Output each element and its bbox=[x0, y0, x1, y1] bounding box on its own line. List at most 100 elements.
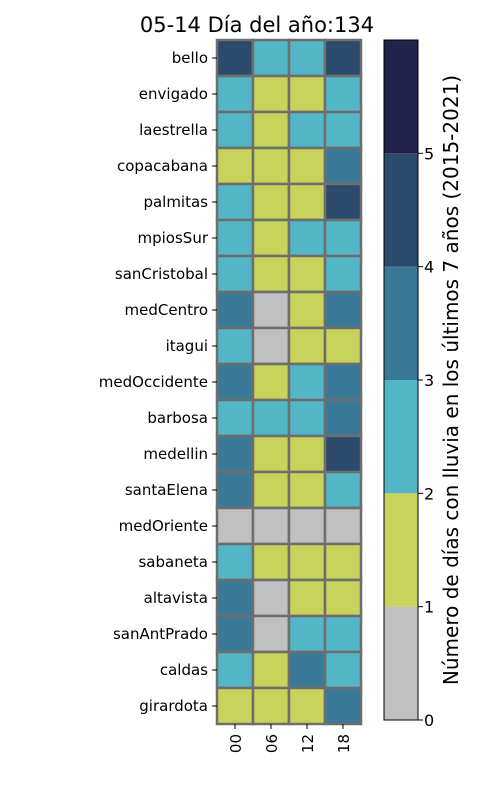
heatmap-cell bbox=[287, 254, 327, 294]
y-tick-label: medCentro bbox=[125, 301, 208, 319]
heatmap-cell bbox=[287, 506, 327, 546]
heatmap-cell bbox=[215, 110, 255, 150]
y-tick-label: medellin bbox=[143, 445, 208, 463]
heatmap-cell bbox=[323, 398, 363, 438]
heatmap-cell bbox=[287, 74, 327, 114]
heatmap-cell bbox=[215, 74, 255, 114]
heatmap-cells bbox=[215, 38, 363, 726]
heatmap-cell bbox=[287, 650, 327, 690]
heatmap-cell bbox=[323, 470, 363, 510]
heatmap-cell bbox=[251, 614, 291, 654]
heatmap-cell bbox=[251, 542, 291, 582]
heatmap-cell bbox=[287, 542, 327, 582]
y-tick-label: sabaneta bbox=[138, 553, 208, 571]
heatmap-cell bbox=[215, 614, 255, 654]
y-tick-label: laestrella bbox=[139, 121, 208, 139]
heatmap-cell bbox=[215, 578, 255, 618]
heatmap-cell bbox=[251, 182, 291, 222]
y-tick-label: barbosa bbox=[147, 409, 208, 427]
x-axis-ticks: 00 06 12 18 bbox=[227, 724, 353, 753]
y-tick-label: santaElena bbox=[125, 481, 208, 499]
heatmap-cell bbox=[215, 38, 255, 78]
heatmap-cell bbox=[287, 326, 327, 366]
heatmap-cell bbox=[323, 182, 363, 222]
x-tick-label: 18 bbox=[335, 734, 353, 753]
heatmap-cell bbox=[287, 578, 327, 618]
colorbar-segment bbox=[384, 606, 418, 720]
heatmap-cell bbox=[323, 254, 363, 294]
heatmap-cell bbox=[215, 254, 255, 294]
colorbar-tick-label: 0 bbox=[424, 711, 434, 730]
heatmap-cell bbox=[251, 578, 291, 618]
y-tick-label: itagui bbox=[166, 337, 208, 355]
x-tick-label: 06 bbox=[263, 734, 281, 753]
colorbar-segment bbox=[384, 153, 418, 267]
y-tick-label: bello bbox=[172, 49, 208, 67]
heatmap-cell bbox=[251, 470, 291, 510]
heatmap-cell bbox=[287, 38, 327, 78]
heatmap-cell bbox=[251, 74, 291, 114]
chart-title: 05-14 Día del año:134 bbox=[140, 13, 374, 37]
heatmap-cell bbox=[287, 434, 327, 474]
heatmap-cell bbox=[323, 218, 363, 258]
heatmap-cell bbox=[215, 506, 255, 546]
y-tick-label: medOriente bbox=[119, 517, 208, 535]
colorbar-tick-label: 3 bbox=[424, 371, 434, 390]
y-tick-label: palmitas bbox=[143, 193, 208, 211]
heatmap-cell bbox=[287, 614, 327, 654]
heatmap-cell bbox=[323, 650, 363, 690]
heatmap-cell bbox=[251, 434, 291, 474]
colorbar-tick-label: 4 bbox=[424, 258, 434, 277]
colorbar-ticks: 0 1 2 3 4 5 bbox=[418, 144, 434, 730]
heatmap-cell bbox=[251, 362, 291, 402]
y-tick-label: copacabana bbox=[117, 157, 208, 175]
heatmap-cell bbox=[287, 146, 327, 186]
heatmap-cell bbox=[323, 146, 363, 186]
heatmap-cell bbox=[287, 218, 327, 258]
heatmap-cell bbox=[323, 326, 363, 366]
heatmap-cell bbox=[251, 398, 291, 438]
y-tick-label: envigado bbox=[139, 85, 208, 103]
colorbar-segment bbox=[384, 380, 418, 494]
heatmap-cell bbox=[251, 650, 291, 690]
heatmap-cell bbox=[215, 146, 255, 186]
heatmap-cell bbox=[215, 362, 255, 402]
heatmap-cell bbox=[251, 38, 291, 78]
heatmap-cell bbox=[323, 290, 363, 330]
heatmap-cell bbox=[323, 506, 363, 546]
heatmap-cell bbox=[215, 542, 255, 582]
y-tick-label: sanAntPrado bbox=[113, 625, 208, 643]
heatmap-cell bbox=[287, 470, 327, 510]
x-tick-label: 00 bbox=[227, 734, 245, 753]
heatmap-cell bbox=[215, 398, 255, 438]
heatmap-cell bbox=[215, 290, 255, 330]
heatmap-cell bbox=[215, 326, 255, 366]
colorbar-tick-label: 2 bbox=[424, 484, 434, 503]
heatmap-cell bbox=[323, 686, 363, 726]
heatmap-cell bbox=[251, 218, 291, 258]
x-tick-label: 12 bbox=[299, 734, 317, 753]
heatmap-cell bbox=[251, 146, 291, 186]
y-tick-label: sanCristobal bbox=[115, 265, 208, 283]
heatmap-cell bbox=[215, 470, 255, 510]
heatmap-cell bbox=[287, 362, 327, 402]
y-axis-ticks: bello envigado laestrella copacabana palmita… bbox=[99, 49, 217, 715]
heatmap-cell bbox=[215, 650, 255, 690]
heatmap-cell bbox=[323, 362, 363, 402]
heatmap-cell bbox=[323, 578, 363, 618]
heatmap-cell bbox=[251, 506, 291, 546]
colorbar bbox=[383, 39, 419, 721]
heatmap-cell bbox=[323, 434, 363, 474]
colorbar-segment bbox=[384, 266, 418, 380]
colorbar-segment bbox=[384, 493, 418, 607]
heatmap-cell bbox=[215, 218, 255, 258]
heatmap-cell bbox=[251, 686, 291, 726]
heatmap-cell bbox=[287, 686, 327, 726]
heatmap-cell bbox=[251, 110, 291, 150]
heatmap-cell bbox=[323, 110, 363, 150]
heatmap-cell bbox=[323, 74, 363, 114]
heatmap-cell bbox=[287, 110, 327, 150]
y-tick-label: caldas bbox=[160, 661, 208, 679]
heatmap-cell bbox=[287, 182, 327, 222]
